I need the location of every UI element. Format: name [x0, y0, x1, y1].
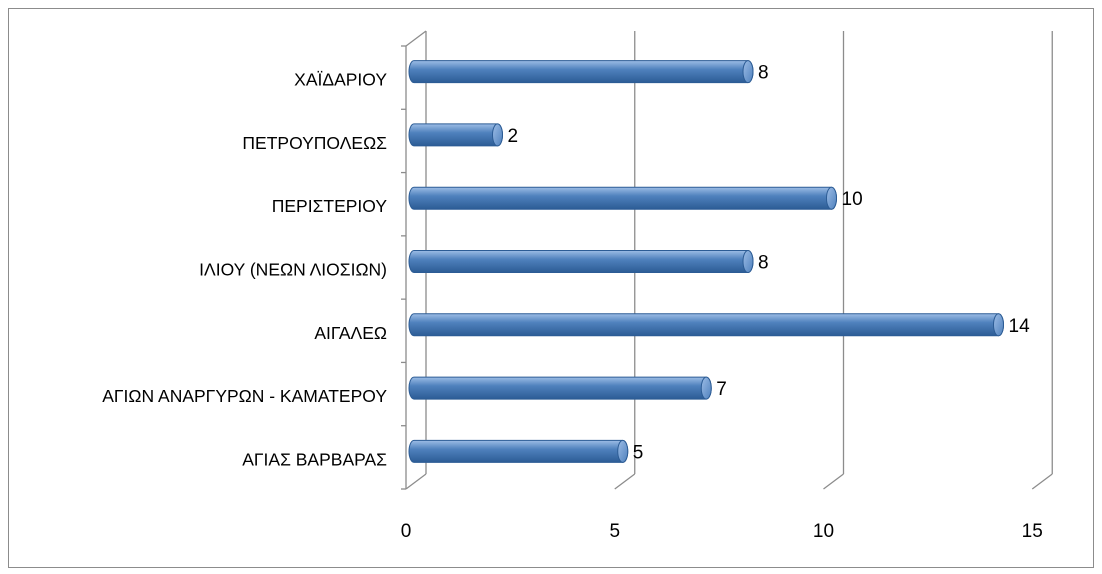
- bar: [408, 439, 629, 463]
- data-label: 8: [758, 253, 769, 274]
- bar-cap: [993, 313, 1004, 337]
- bar-cap: [700, 376, 712, 400]
- bar: [408, 313, 1004, 337]
- data-label: 7: [716, 379, 727, 400]
- bar: [408, 123, 503, 147]
- data-label: 8: [758, 63, 769, 84]
- bars: [408, 60, 1004, 463]
- bar-body: [408, 60, 754, 84]
- x-tick-label: 5: [609, 521, 620, 542]
- bar-cap: [617, 439, 629, 463]
- bar-body: [408, 123, 503, 147]
- category-label: ΧΑΪΔΑΡΙΟΥ: [294, 70, 387, 90]
- data-label: 5: [633, 442, 644, 463]
- labels: 0 5 10 15 ΑΓΙΑΣ ΒΑΡΒΑΡΑΣ 5 ΑΓΙΩΝ ΑΝΑΡΓΥΡΩΝ - Κ…: [102, 63, 1043, 542]
- bar-body: [408, 250, 754, 273]
- category-label: ΑΙΓΑΛΕΩ: [314, 323, 387, 343]
- gridline-floor-connector: [1031, 473, 1053, 490]
- bar-body: [408, 376, 712, 400]
- bar: [408, 186, 837, 210]
- bar-body: [408, 186, 837, 210]
- data-label: 14: [1009, 316, 1031, 337]
- bar-cap: [826, 186, 837, 210]
- bar: [408, 250, 754, 273]
- data-label: 10: [842, 189, 863, 210]
- category-label: ΑΓΙΑΣ ΒΑΡΒΑΡΑΣ: [242, 449, 387, 469]
- x-tick-label: 0: [401, 521, 412, 542]
- bar: [408, 376, 712, 400]
- category-label: ΙΛΙΟΥ (ΝΕΩΝ ΛΙΟΣΙΩΝ): [199, 260, 387, 280]
- category-label: ΑΓΙΩΝ ΑΝΑΡΓΥΡΩΝ - ΚΑΜΑΤΕΡΟΥ: [102, 386, 387, 406]
- bar-body: [408, 313, 1004, 337]
- bar-chart: 0 5 10 15 ΑΓΙΑΣ ΒΑΡΒΑΡΑΣ 5 ΑΓΙΩΝ ΑΝΑΡΓΥΡΩΝ - Κ…: [102, 30, 1053, 542]
- bar-cap: [492, 123, 503, 147]
- gridline-floor-connector: [614, 473, 636, 490]
- chart-frame: 0 5 10 15 ΑΓΙΑΣ ΒΑΡΒΑΡΑΣ 5 ΑΓΙΩΝ ΑΝΑΡΓΥΡΩΝ - Κ…: [8, 8, 1094, 568]
- gridline-floor-connector: [405, 473, 427, 490]
- bar-body: [408, 439, 629, 463]
- category-label: ΠΕΡΙΣΤΕΡΙΟΥ: [272, 196, 388, 216]
- axes: [401, 30, 427, 490]
- gridline-floor-connector: [823, 473, 844, 490]
- bar-cap: [742, 250, 754, 273]
- bar-cap: [742, 60, 754, 84]
- x-tick-label: 15: [1022, 521, 1043, 542]
- y-axis-top-connector: [405, 30, 427, 47]
- x-tick-label: 10: [813, 521, 834, 542]
- bar: [408, 60, 754, 84]
- data-label: 2: [508, 126, 519, 147]
- category-label: ΠΕΤΡΟΥΠΟΛΕΩΣ: [242, 133, 387, 153]
